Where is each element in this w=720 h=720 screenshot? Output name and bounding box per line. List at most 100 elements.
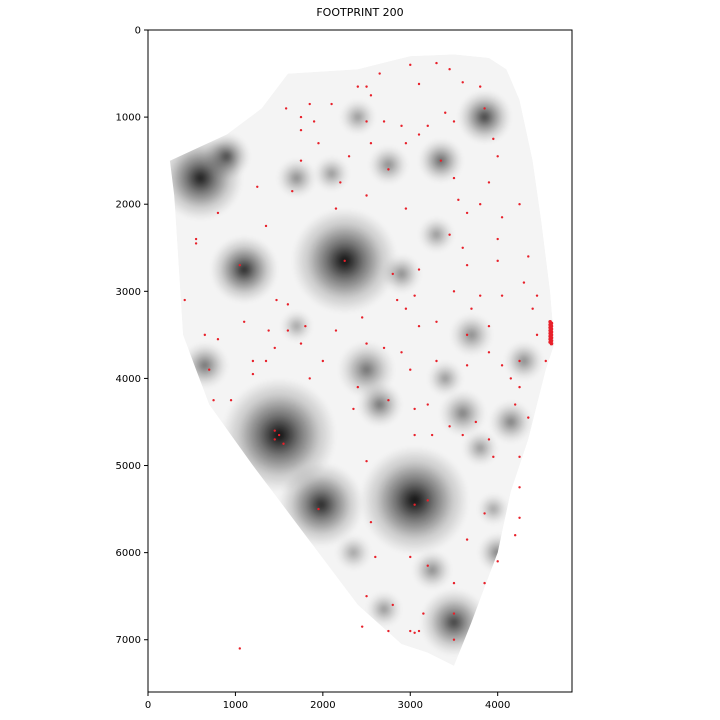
data-point <box>413 503 416 506</box>
data-point <box>360 625 364 628</box>
dark-area-22 <box>419 217 454 253</box>
data-point <box>527 416 530 419</box>
data-point <box>299 159 303 162</box>
data-point <box>452 176 456 180</box>
y-axis: 0 1000 2000 3000 4000 5000 6000 7000 <box>116 26 148 646</box>
data-point <box>273 346 276 350</box>
data-point <box>395 298 399 302</box>
data-point <box>422 612 425 615</box>
data-point <box>413 631 416 634</box>
data-point <box>264 359 268 363</box>
data-point <box>369 94 373 97</box>
dark-area-25 <box>366 591 402 627</box>
data-point <box>426 403 429 406</box>
x-tick-label: 0 <box>145 700 151 711</box>
footprint-region <box>169 54 555 666</box>
data-point <box>273 429 276 432</box>
data-point <box>465 333 469 337</box>
x-tick-label: 4000 <box>485 700 510 711</box>
data-point <box>229 398 233 402</box>
dark-area-6 <box>279 462 364 547</box>
data-point <box>535 333 539 337</box>
x-axis: 0 1000 2000 3000 4000 <box>145 692 510 711</box>
data-point <box>330 102 333 106</box>
data-point <box>251 372 255 376</box>
dark-area-3 <box>210 236 278 303</box>
data-point <box>496 155 499 158</box>
data-point <box>417 324 421 328</box>
data-point <box>374 555 377 559</box>
dark-area-24 <box>412 550 452 590</box>
data-point <box>444 111 447 114</box>
data-point <box>347 155 351 158</box>
data-point <box>518 516 521 519</box>
data-point <box>387 398 390 402</box>
data-point <box>496 560 499 563</box>
data-point <box>404 307 408 310</box>
data-point <box>317 142 320 145</box>
dark-area-12 <box>357 382 402 427</box>
data-point <box>212 398 215 402</box>
data-point <box>470 307 473 310</box>
data-point <box>312 120 316 123</box>
x-tick-label: 3000 <box>398 700 423 711</box>
y-tick-label: 2000 <box>116 200 141 211</box>
dark-area-26 <box>335 535 371 571</box>
data-point <box>513 534 517 537</box>
data-point <box>465 364 469 367</box>
x-tick-label: 2000 <box>310 700 335 711</box>
data-point <box>439 159 443 162</box>
chart-title: FOOTPRINT 200 <box>316 6 403 19</box>
dark-area-11 <box>439 390 486 436</box>
data-point <box>452 290 456 293</box>
data-point <box>273 438 276 441</box>
data-point <box>216 338 220 341</box>
data-point <box>522 281 526 284</box>
data-point <box>365 342 368 345</box>
data-point <box>369 142 373 145</box>
data-point <box>404 207 408 210</box>
data-point <box>544 359 547 363</box>
data-point <box>356 85 360 88</box>
data-point <box>527 255 530 258</box>
data-point <box>461 433 464 437</box>
data-point <box>483 107 486 110</box>
dark-area-16 <box>314 156 350 192</box>
data-point <box>452 638 456 641</box>
data-point <box>365 194 368 197</box>
data-point <box>194 237 198 241</box>
data-point <box>284 107 288 110</box>
data-point <box>387 629 390 633</box>
dark-area-2 <box>360 446 469 555</box>
y-tick-label: 7000 <box>116 635 141 646</box>
data-point <box>339 181 342 184</box>
data-point <box>194 242 198 245</box>
data-point <box>238 647 241 650</box>
data-point <box>356 385 360 389</box>
data-point <box>452 120 456 123</box>
data-point <box>264 224 268 228</box>
data-point <box>286 303 290 306</box>
data-point <box>203 333 207 337</box>
data-point <box>465 211 469 215</box>
data-point <box>417 82 421 86</box>
dark-area-27 <box>462 430 498 466</box>
data-point <box>282 442 285 445</box>
data-point <box>369 520 373 524</box>
data-point <box>509 377 513 380</box>
data-point <box>216 211 220 215</box>
data-point <box>317 507 320 511</box>
data-point <box>251 359 255 363</box>
data-point <box>275 298 278 302</box>
dark-area-15 <box>277 158 316 198</box>
dark-area-8 <box>458 90 511 144</box>
data-point <box>183 298 186 302</box>
data-point <box>461 246 464 249</box>
dark-area-23 <box>340 99 376 135</box>
y-tick-label: 3000 <box>116 287 141 298</box>
x-tick-label: 1000 <box>223 700 248 711</box>
data-point <box>207 368 211 371</box>
data-point <box>518 203 521 206</box>
data-point <box>413 294 416 297</box>
